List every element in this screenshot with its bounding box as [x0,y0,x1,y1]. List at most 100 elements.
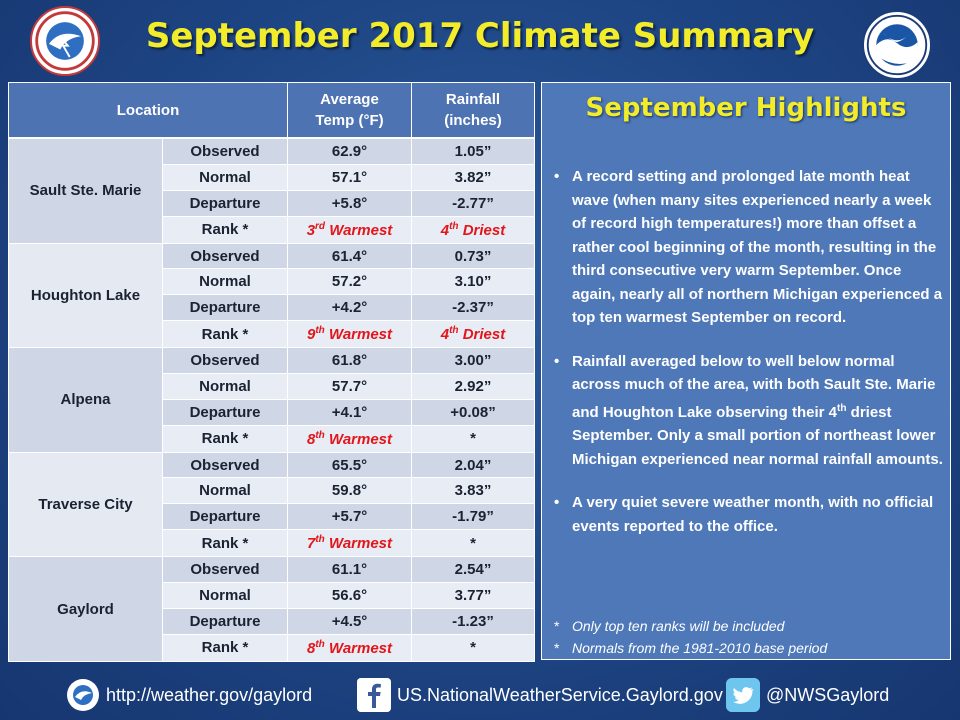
nws-small-logo-icon [67,679,99,711]
table-row: Rank * 3rd Warmest 4th Driest [9,215,535,244]
row-label: Normal [162,372,288,400]
table-row: Normal 56.6° 3.77” [9,581,535,609]
rain-value: 3.82” [411,163,535,191]
rain-value: 1.05” [411,137,535,165]
row-label: Observed [162,242,288,270]
highlight-rainfall: Rainfall averaged below to well below no… [554,350,946,472]
row-label: Normal [162,268,288,296]
temp-rank: 7th Warmest [287,529,412,558]
rank-label: Driest [458,221,506,239]
temp-rank: 9th Warmest [287,320,412,349]
temp-value: 65.5° [287,451,412,479]
temp-value: 56.6° [287,581,412,609]
highlight-rainfall-sup: th [837,402,847,414]
row-label: Departure [162,398,288,426]
noaa-logo [862,10,932,80]
row-label: Rank * [162,633,288,663]
highlights-list: A record setting and prolonged late mont… [554,165,946,558]
rank-number: 9 [306,326,316,344]
header-location: Location [8,82,288,139]
row-label: Departure [162,607,288,635]
temp-rank: 3rd Warmest [287,215,412,244]
temp-rank: 8th Warmest [287,424,412,453]
rain-value: 2.04” [411,451,535,479]
rain-rank: 4th Driest [411,320,535,349]
highlight-rainfall-text: Rainfall averaged below to well below no… [572,352,936,421]
rank-number: 4 [440,326,450,344]
table-row: Normal 59.8° 3.83” [9,477,535,505]
temp-value: 61.4° [287,242,412,270]
footnotes: * Only top ten ranks will be included * No… [554,615,827,659]
temp-value: 57.1° [287,163,412,191]
rank-label: Driest [458,326,506,344]
highlight-severe-weather: A very quiet severe weather month, with … [554,491,946,538]
row-label: Rank * [162,320,288,349]
row-label: Rank * [162,424,288,453]
rank-number: 7 [306,535,316,553]
table-row: Alpena Observed 61.8° 3.00” [8,347,535,453]
temp-value: 61.1° [287,556,412,583]
highlights-panel: September Highlights A record setting an… [541,82,951,660]
rain-value: 0.73” [411,242,535,270]
row-label: Rank * [162,215,288,244]
table-row: Rank * 9th Warmest 4th Driest [9,320,535,349]
footer-facebook[interactable]: US.NationalWeatherService.Gaylord.gov [357,678,723,712]
table-row: Departure +5.7° -1.79” [9,503,535,531]
twitter-handle[interactable]: @NWSGaylord [766,684,890,705]
twitter-icon [726,678,760,712]
location-name: Gaylord [8,556,163,662]
rank-suffix: th [315,638,325,650]
table-row: Rank * 8th Warmest * [9,633,535,663]
temp-value: 57.7° [287,372,412,400]
rank-label: Warmest [324,639,393,657]
rain-value: 3.77” [411,581,535,609]
rank-suffix: th [315,429,325,441]
highlight-heat-wave: A record setting and prolonged late mont… [554,165,946,330]
facebook-icon [357,678,391,712]
header-rainfall: Rainfall (inches) [411,82,535,139]
rain-value: 3.83” [411,477,535,505]
rank-suffix: th [449,220,459,232]
page-title: September 2017 Climate Summary [145,16,815,56]
rain-value: -2.37” [411,294,535,322]
rank-label: Warmest [324,326,393,344]
table-row: Gaylord Observed 61.1° 2.54” [8,556,535,662]
table-row: Rank * 8th Warmest * [9,424,535,453]
row-label: Normal [162,477,288,505]
footer-website[interactable]: http://weather.gov/gaylord [66,678,312,712]
rain-value: 2.54” [411,556,535,583]
rank-suffix: th [315,325,325,337]
table-row: Departure +4.2° -2.37” [9,294,535,322]
footnote-normals-text: Normals from the 1981-2010 base period [572,640,828,656]
highlights-title: September Highlights [585,93,907,123]
row-label: Rank * [162,529,288,558]
row-label: Normal [162,581,288,609]
row-label: Observed [162,556,288,583]
row-label: Departure [162,294,288,322]
row-label: Normal [162,163,288,191]
table-row: Sault Ste. Marie Observed 62.9° 1.05” [8,137,535,244]
rain-value: -1.23” [411,607,535,635]
footer-twitter[interactable]: @NWSGaylord [726,678,889,712]
rain-rank: * [411,424,535,453]
rain-value: 2.92” [411,372,535,400]
header-avg-temp: Average Temp (°F) [287,82,412,139]
temp-value: 59.8° [287,477,412,505]
row-label: Observed [162,347,288,374]
footnote-normals: * Normals from the 1981-2010 base period [554,640,828,656]
footnote-ranks-text: Only top ten ranks will be included [572,618,785,634]
temp-value: +5.8° [287,189,412,217]
table-row: Departure +4.5° -1.23” [9,607,535,635]
rank-label: Warmest [324,430,393,448]
temp-rank: 8th Warmest [287,633,412,663]
rank-label: Warmest [325,221,393,239]
header-rain-line2: (inches) [444,112,502,129]
temp-value: 62.9° [287,137,412,165]
website-link[interactable]: http://weather.gov/gaylord [106,684,313,705]
rain-value: 3.10” [411,268,535,296]
table-row: Traverse City Observed 65.5° 2.04” [8,451,535,558]
header-temp-line2: Temp (°F) [315,112,384,129]
temp-value: +4.5° [287,607,412,635]
facebook-link[interactable]: US.NationalWeatherService.Gaylord.gov [397,684,723,705]
temp-value: +4.2° [287,294,412,322]
